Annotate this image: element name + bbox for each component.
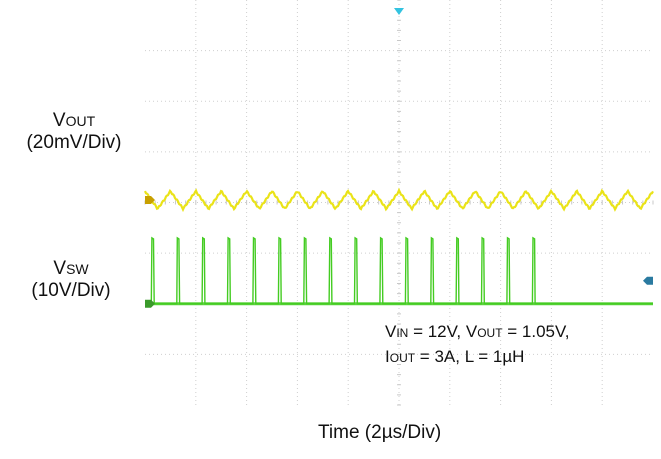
cond-l1-a: V: [385, 322, 397, 341]
vout-label-main: V: [52, 110, 66, 131]
traces: [143, 187, 654, 306]
cond-l1-c: = 1.05V,: [502, 322, 570, 341]
ch2-ground-marker: [145, 299, 155, 308]
cond-l1-b-sub: OUT: [477, 326, 503, 340]
cond-l2-a-sub: OUT: [389, 351, 416, 365]
cond-l2-a: I: [385, 347, 390, 366]
vsw-label-sub: SW: [66, 261, 89, 277]
vout-scale-label: (20mV/Div): [26, 132, 122, 153]
vsw-scale-label: (10V/Div): [31, 280, 111, 301]
vout-trace: [143, 187, 654, 213]
trigger-level-marker: [643, 276, 653, 285]
markers: [145, 8, 653, 308]
vout-label-sub: OUT: [65, 113, 96, 129]
operating-conditions: VIN = 12V, VOUT = 1.05V, IOUT = 3A, L = …: [385, 320, 570, 370]
cond-l1-b: = 12V, V: [408, 322, 478, 341]
cond-l1-a-sub: IN: [396, 326, 409, 340]
cond-l2-b: = 3A, L = 1µH: [415, 347, 525, 366]
trigger-position-marker: [394, 8, 404, 15]
conditions-line-2: IOUT = 3A, L = 1µH: [385, 345, 570, 370]
ch1-ground-marker: [145, 195, 155, 204]
conditions-line-1: VIN = 12V, VOUT = 1.05V,: [385, 320, 570, 345]
vsw-channel-label: VSW (10V/Div): [6, 258, 136, 302]
vout-channel-label: VOUT (20mV/Div): [4, 110, 144, 154]
x-axis-label: Time (2µs/Div): [318, 422, 442, 443]
vsw-label-main: V: [53, 258, 67, 279]
